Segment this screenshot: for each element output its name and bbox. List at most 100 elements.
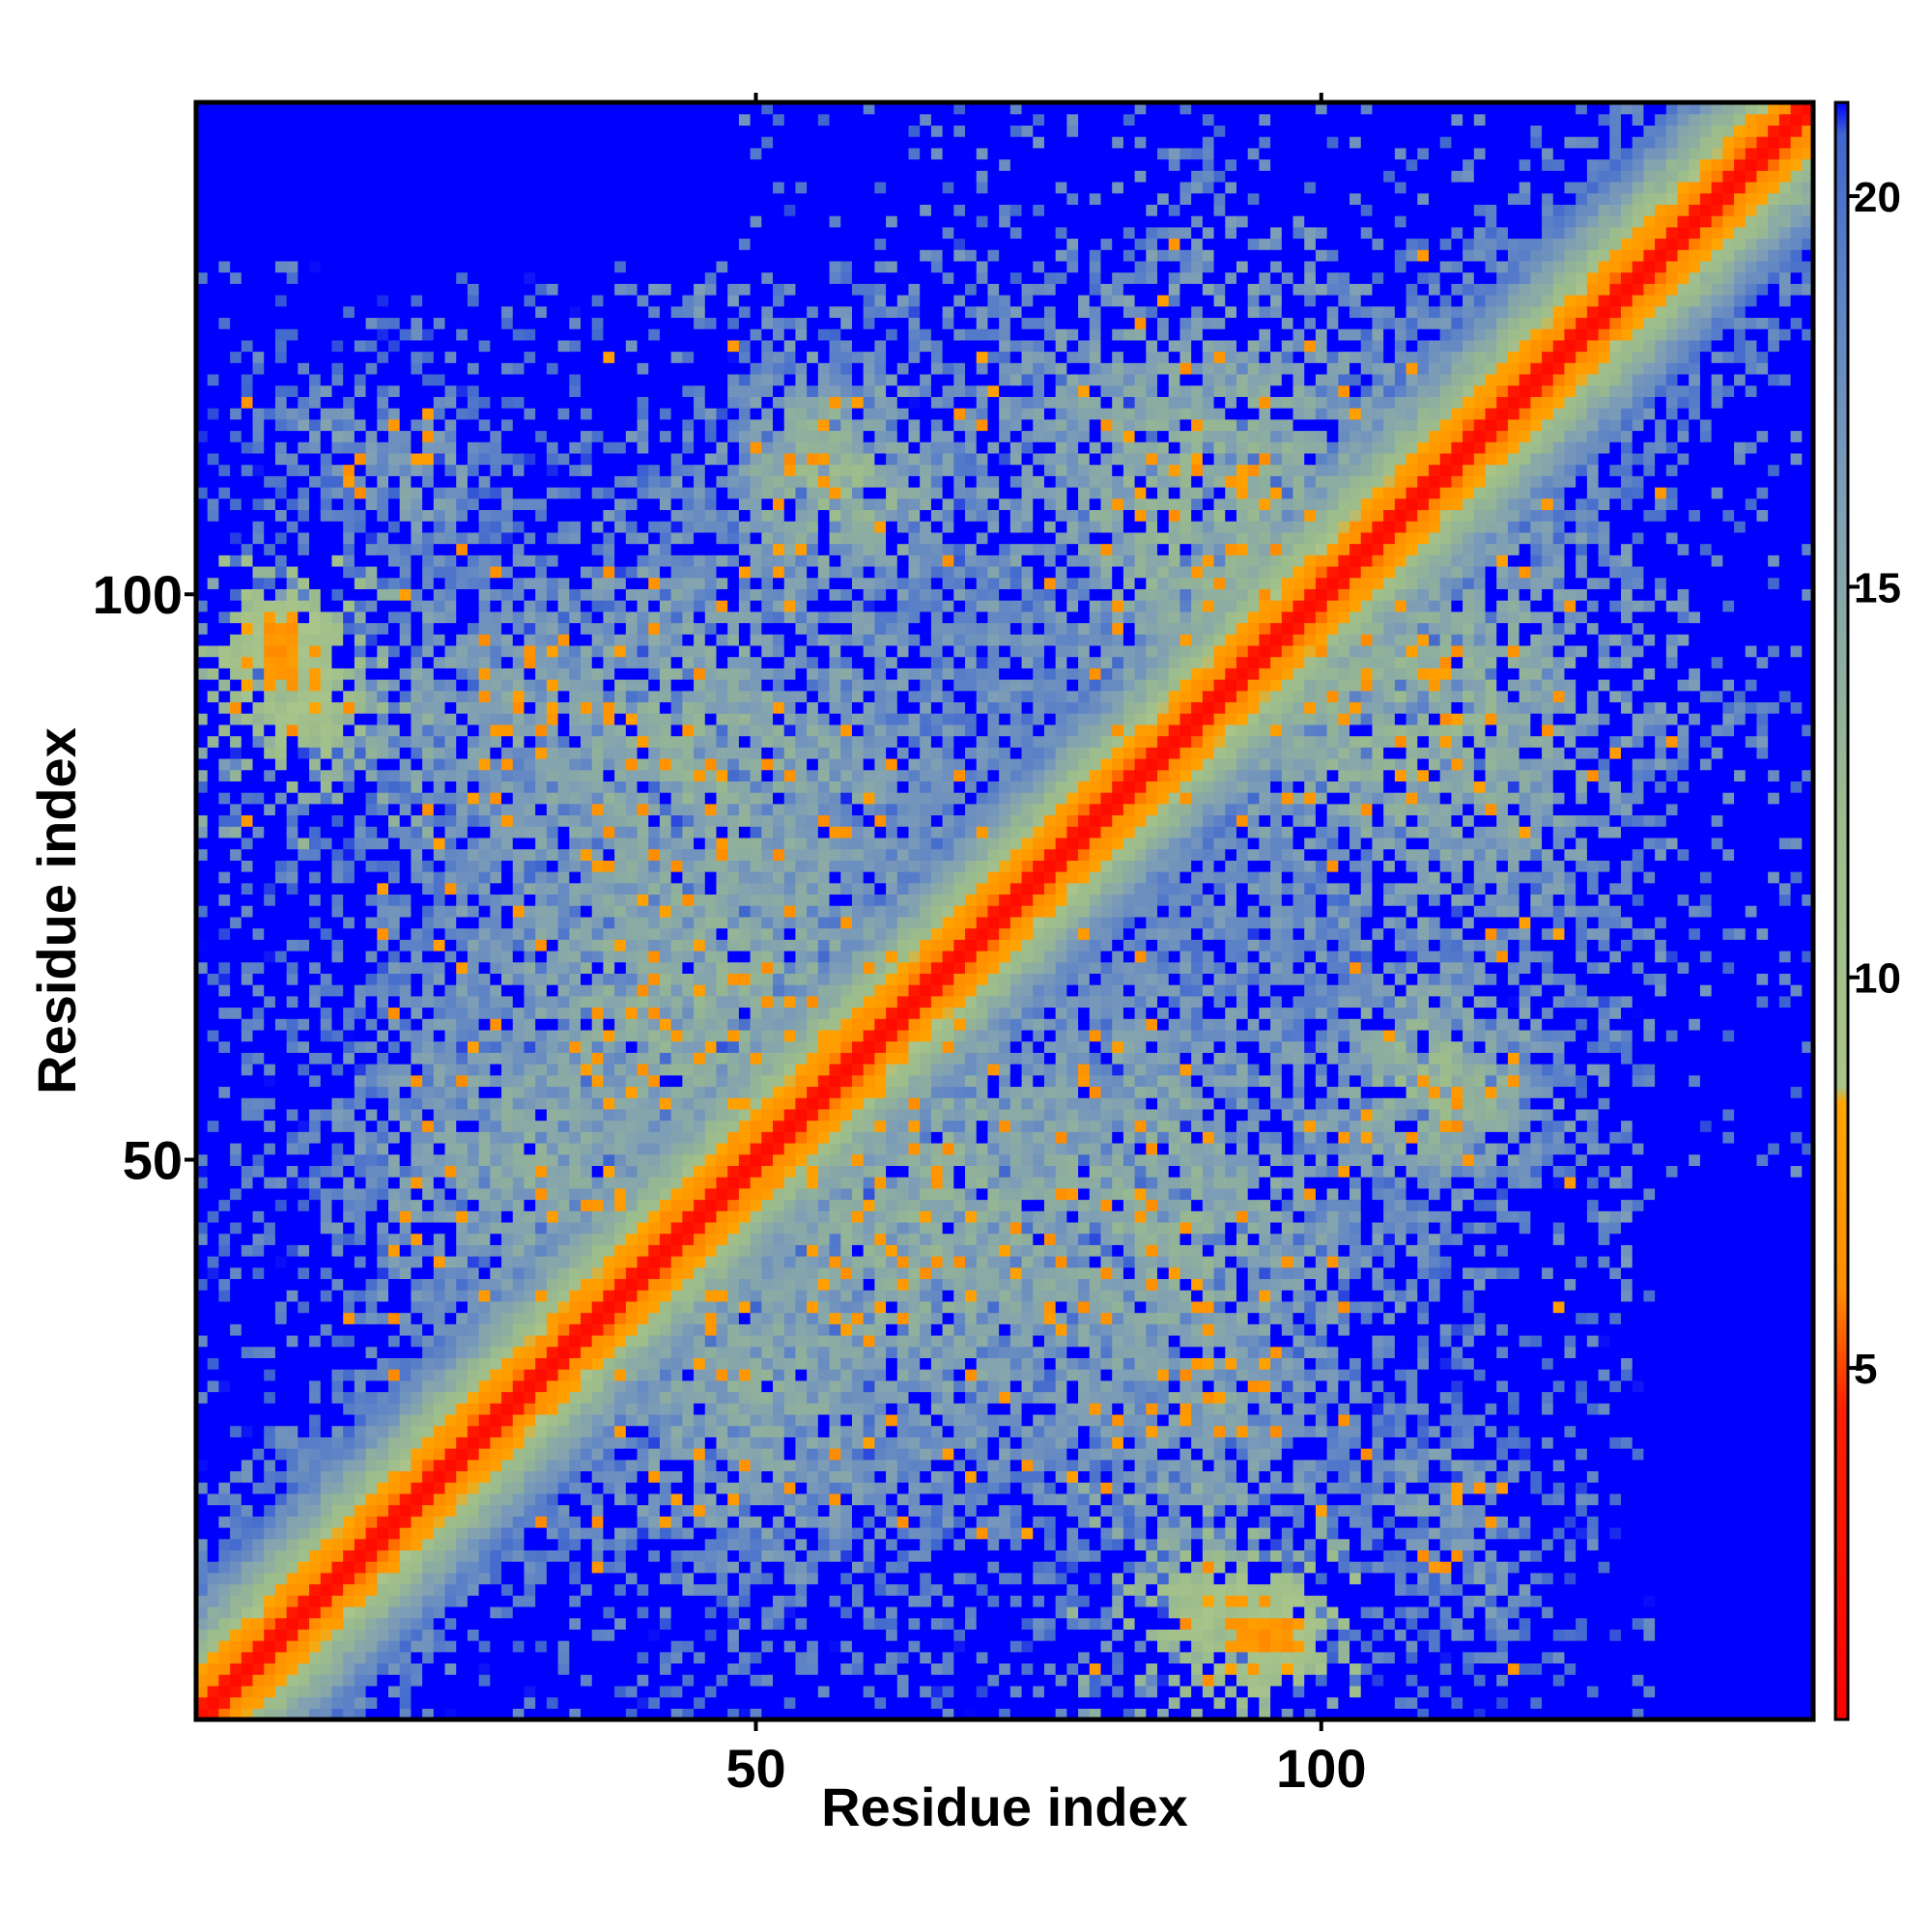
- heatmap-cell: [422, 1018, 434, 1030]
- heatmap-cell: [422, 227, 434, 239]
- heatmap-cell: [309, 1323, 321, 1335]
- heatmap-cell: [456, 1097, 468, 1109]
- heatmap-cell: [422, 917, 434, 928]
- heatmap-cell: [434, 1460, 445, 1471]
- heatmap-cell: [275, 1482, 287, 1493]
- heatmap-cell: [456, 295, 468, 306]
- heatmap-cell: [264, 1347, 275, 1358]
- heatmap-cell: [264, 544, 275, 555]
- heatmap-cell: [242, 261, 253, 272]
- heatmap-cell: [298, 1606, 309, 1618]
- heatmap-cell: [468, 691, 479, 702]
- heatmap-cell: [479, 826, 491, 838]
- heatmap-cell: [208, 657, 219, 668]
- heatmap-cell: [355, 1278, 366, 1290]
- heatmap-cell: [264, 1131, 275, 1143]
- heatmap-cell: [218, 430, 230, 441]
- heatmap-cell: [309, 554, 321, 566]
- heatmap-cell: [388, 328, 400, 340]
- heatmap-cell: [479, 1030, 491, 1041]
- heatmap-cell: [524, 1392, 535, 1404]
- heatmap-cell: [513, 939, 525, 951]
- heatmap-cell: [513, 1369, 525, 1380]
- heatmap-cell: [321, 419, 332, 431]
- heatmap-cell: [275, 1177, 287, 1188]
- heatmap-cell: [535, 193, 547, 205]
- heatmap-cell: [388, 1267, 400, 1279]
- heatmap-cell: [275, 1549, 287, 1561]
- heatmap-cell: [275, 317, 287, 328]
- heatmap-cell: [445, 1188, 457, 1200]
- heatmap-cell: [287, 951, 298, 962]
- heatmap-cell: [242, 939, 253, 951]
- heatmap-cell: [468, 1313, 479, 1324]
- heatmap-cell: [445, 1041, 457, 1053]
- heatmap-cell: [264, 249, 275, 261]
- heatmap-cell: [422, 1109, 434, 1121]
- heatmap-cell: [275, 713, 287, 724]
- heatmap-cell: [524, 588, 535, 600]
- heatmap-cell: [479, 1041, 491, 1053]
- heatmap-cell: [581, 747, 592, 758]
- heatmap-cell: [434, 600, 445, 611]
- heatmap-cell: [230, 1436, 242, 1448]
- heatmap-cell: [264, 148, 275, 159]
- heatmap-cell: [253, 770, 265, 781]
- heatmap-cell: [400, 905, 412, 917]
- heatmap-cell: [501, 362, 513, 374]
- heatmap-cell: [377, 871, 388, 883]
- heatmap-cell: [287, 1448, 298, 1460]
- heatmap-cell: [445, 770, 457, 781]
- heatmap-cell: [400, 611, 412, 623]
- heatmap-cell: [581, 758, 592, 770]
- heatmap-cell: [445, 1392, 457, 1404]
- heatmap-cell: [388, 973, 400, 984]
- heatmap-cell: [400, 125, 412, 136]
- heatmap-cell: [422, 588, 434, 600]
- heatmap-cell: [331, 125, 343, 136]
- heatmap-cell: [208, 1505, 219, 1517]
- heatmap-cell: [468, 758, 479, 770]
- heatmap-cell: [569, 215, 581, 227]
- heatmap-cell: [377, 860, 388, 871]
- heatmap-cell: [524, 973, 535, 984]
- heatmap-cell: [400, 939, 412, 951]
- heatmap-cell: [547, 306, 558, 318]
- heatmap-cell: [581, 1267, 592, 1279]
- heatmap-cell: [535, 1380, 547, 1392]
- heatmap-cell: [524, 295, 535, 306]
- heatmap-cell: [456, 951, 468, 962]
- heatmap-cell: [501, 136, 513, 148]
- heatmap-cell: [388, 317, 400, 328]
- heatmap-cell: [343, 159, 355, 171]
- heatmap-cell: [298, 668, 309, 679]
- heatmap-cell: [501, 1697, 513, 1709]
- heatmap-cell: [535, 1697, 547, 1709]
- heatmap-cell: [547, 1640, 558, 1652]
- heatmap-cell: [275, 509, 287, 521]
- heatmap-cell: [479, 1143, 491, 1154]
- heatmap-cell: [298, 238, 309, 249]
- heatmap-cell: [321, 328, 332, 340]
- heatmap-cell: [468, 1188, 479, 1200]
- heatmap-cell: [343, 622, 355, 634]
- heatmap-cell: [422, 1380, 434, 1392]
- heatmap-cell: [569, 1244, 581, 1256]
- heatmap-cell: [445, 634, 457, 645]
- heatmap-cell: [558, 328, 570, 340]
- heatmap-cell: [366, 1018, 378, 1030]
- heatmap-cell: [218, 871, 230, 883]
- heatmap-cell: [569, 1256, 581, 1267]
- heatmap-cell: [479, 871, 491, 883]
- heatmap-cell: [321, 724, 332, 736]
- heatmap-cell: [242, 1573, 253, 1584]
- heatmap-cell: [208, 1267, 219, 1279]
- heatmap-cell: [275, 622, 287, 634]
- heatmap-cell: [422, 691, 434, 702]
- heatmap-cell: [388, 1426, 400, 1437]
- heatmap-cell: [331, 1380, 343, 1392]
- heatmap-cell: [287, 1052, 298, 1064]
- heatmap-cell: [513, 1436, 525, 1448]
- heatmap-cell: [287, 1460, 298, 1471]
- heatmap-cell: [343, 521, 355, 532]
